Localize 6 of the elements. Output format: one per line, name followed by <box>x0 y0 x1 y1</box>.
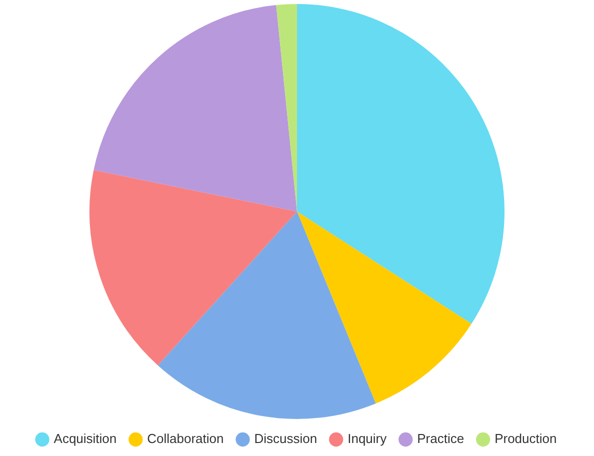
legend-label: Inquiry <box>348 431 388 446</box>
legend-label: Production <box>494 431 557 446</box>
legend-label: Discussion <box>254 431 318 446</box>
legend-label: Practice <box>417 431 464 446</box>
legend-label: Acquisition <box>54 431 117 446</box>
legend-label: Collaboration <box>147 431 224 446</box>
